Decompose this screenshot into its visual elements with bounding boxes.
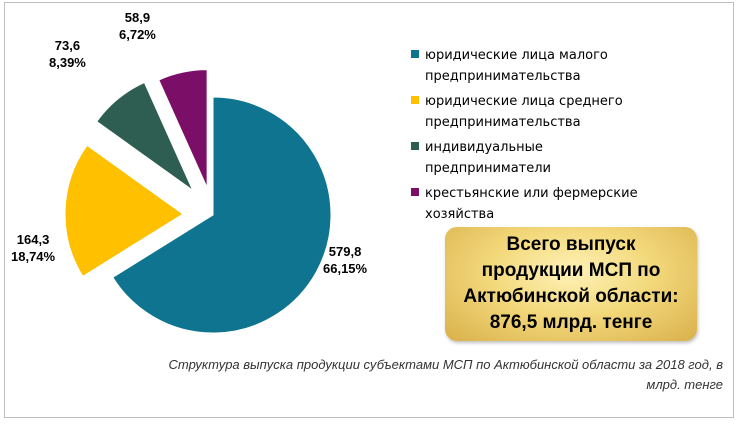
legend-swatch-small-business bbox=[411, 50, 419, 58]
legend-item-entrepreneurs: индивидуальные предприниматели bbox=[411, 137, 711, 179]
value-label-farms: 58,9 bbox=[124, 10, 151, 25]
legend-label-line2: предприниматели bbox=[425, 161, 551, 176]
legend: юридические лица малого предпринимательс… bbox=[411, 45, 711, 229]
chart-frame: 579,8 66,15% 164,3 18,74% 73,6 8,39% 58,… bbox=[4, 2, 734, 418]
legend-label-line2: хозяйства bbox=[425, 207, 495, 222]
legend-label-line1: юридические лица малого bbox=[425, 48, 608, 63]
legend-swatch-farms bbox=[411, 188, 419, 196]
legend-label-line1: юридические лица среднего bbox=[425, 94, 623, 109]
data-label-farms: 58,9 6,72% bbox=[119, 9, 156, 43]
pie-slice-entrepreneurs bbox=[96, 81, 194, 192]
value-label-medium-business: 164,3 bbox=[16, 232, 50, 247]
value-label-entrepreneurs: 73,6 bbox=[54, 38, 81, 53]
pie-slice-small-business bbox=[112, 96, 332, 334]
pie-slice-medium-business bbox=[64, 144, 184, 278]
legend-item-medium-business: юридические лица среднего предпринимател… bbox=[411, 91, 711, 133]
legend-swatch-medium-business bbox=[411, 96, 419, 104]
total-line-3: Актюбинской области: bbox=[463, 286, 679, 307]
total-line-4: 876,5 млрд. тенге bbox=[489, 312, 653, 333]
pie-chart bbox=[64, 69, 332, 334]
total-output-text: Всего выпуск продукции МСП по Актюбинско… bbox=[455, 232, 687, 336]
chart-caption: Структура выпуска продукции субъектами М… bbox=[11, 355, 724, 395]
caption-line-2: млрд. тенге bbox=[646, 377, 723, 392]
legend-item-small-business: юридические лица малого предпринимательс… bbox=[411, 45, 711, 87]
data-label-entrepreneurs: 73,6 8,39% bbox=[49, 37, 86, 71]
legend-swatch-entrepreneurs bbox=[411, 142, 419, 150]
data-label-medium-business: 164,3 18,74% bbox=[11, 231, 55, 265]
data-label-small-business: 579,8 66,15% bbox=[323, 243, 367, 277]
legend-item-farms: крестьянские или фермерские хозяйства bbox=[411, 183, 711, 225]
percent-label-small-business: 66,15% bbox=[323, 261, 368, 276]
legend-label-line1: крестьянские или фермерские bbox=[425, 186, 638, 201]
percent-label-farms: 6,72% bbox=[119, 27, 156, 42]
total-line-1: Всего выпуск bbox=[506, 234, 636, 255]
total-output-box: Всего выпуск продукции МСП по Актюбинско… bbox=[445, 227, 697, 341]
legend-label-line2: предпринимательства bbox=[425, 115, 581, 130]
percent-label-medium-business: 18,74% bbox=[11, 249, 56, 264]
pie-slice-farms bbox=[158, 69, 208, 188]
caption-line-1: Структура выпуска продукции субъектами М… bbox=[168, 357, 724, 372]
legend-label-line1: индивидуальные bbox=[425, 140, 543, 155]
legend-label-line2: предпринимательства bbox=[425, 69, 581, 84]
value-label-small-business: 579,8 bbox=[328, 244, 362, 259]
percent-label-entrepreneurs: 8,39% bbox=[49, 55, 86, 70]
total-line-2: продукции МСП по bbox=[481, 260, 661, 281]
